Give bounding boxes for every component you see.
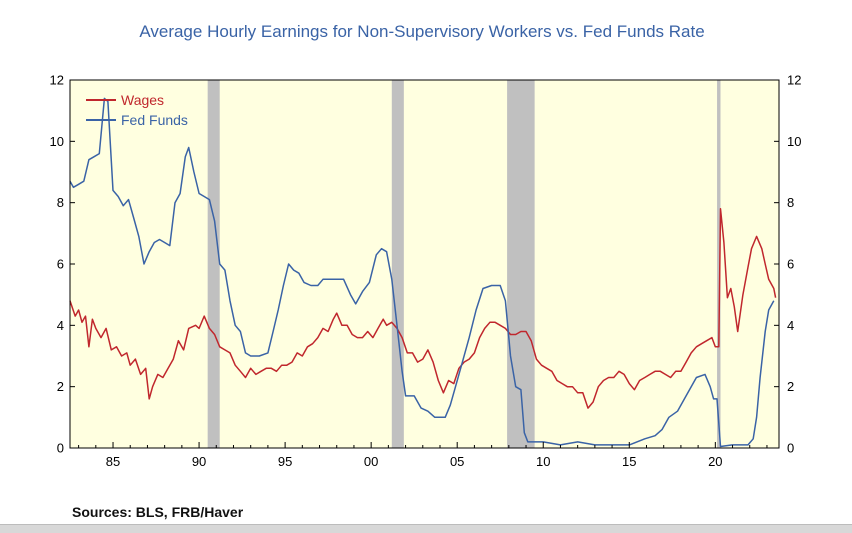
y-tick-label-left: 0: [57, 441, 64, 456]
series-line-wages: [69, 208, 777, 409]
legend: Wages Fed Funds: [86, 92, 188, 128]
x-tick-label: 95: [278, 454, 292, 469]
recession-band-1: [207, 80, 220, 448]
x-tick-label: 10: [536, 454, 550, 469]
y-tick-label-right: 12: [787, 73, 801, 88]
window-bottom-strip: [0, 524, 852, 533]
y-tick-label-right: 4: [787, 318, 794, 333]
y-tick-label-left: 4: [57, 318, 64, 333]
recession-band-2: [391, 80, 404, 448]
y-tick-label-right: 6: [787, 257, 794, 272]
x-tick-label: 85: [106, 454, 120, 469]
x-tick-label: 20: [708, 454, 722, 469]
y-tick-label-left: 8: [57, 195, 64, 210]
y-tick-label-left: 6: [57, 257, 64, 272]
y-tick-label-left: 2: [57, 379, 64, 394]
x-tick-label: 90: [192, 454, 206, 469]
sources-note: Sources: BLS, FRB/Haver: [72, 504, 244, 520]
plot-background: [70, 80, 779, 448]
chart-title: Average Hourly Earnings for Non-Supervis…: [139, 22, 705, 41]
y-tick-label-right: 8: [787, 195, 794, 210]
recession-band-3: [507, 80, 535, 448]
series-lines: [69, 97, 777, 448]
y-tick-label-right: 0: [787, 441, 794, 456]
y-tick-label-left: 12: [50, 73, 64, 88]
plot-area: [70, 80, 779, 448]
recession-bands: [207, 80, 721, 448]
legend-label-1: Wages: [121, 92, 164, 108]
x-tick-label: 15: [622, 454, 636, 469]
y-tick-label-right: 2: [787, 379, 794, 394]
x-tick-label: 00: [364, 454, 378, 469]
series-line-fed-funds: [69, 97, 775, 448]
legend-label-2: Fed Funds: [121, 112, 188, 128]
x-tick-label: 05: [450, 454, 464, 469]
recession-band-4: [717, 80, 721, 448]
y-tick-label-left: 10: [50, 134, 64, 149]
y-tick-label-right: 10: [787, 134, 801, 149]
